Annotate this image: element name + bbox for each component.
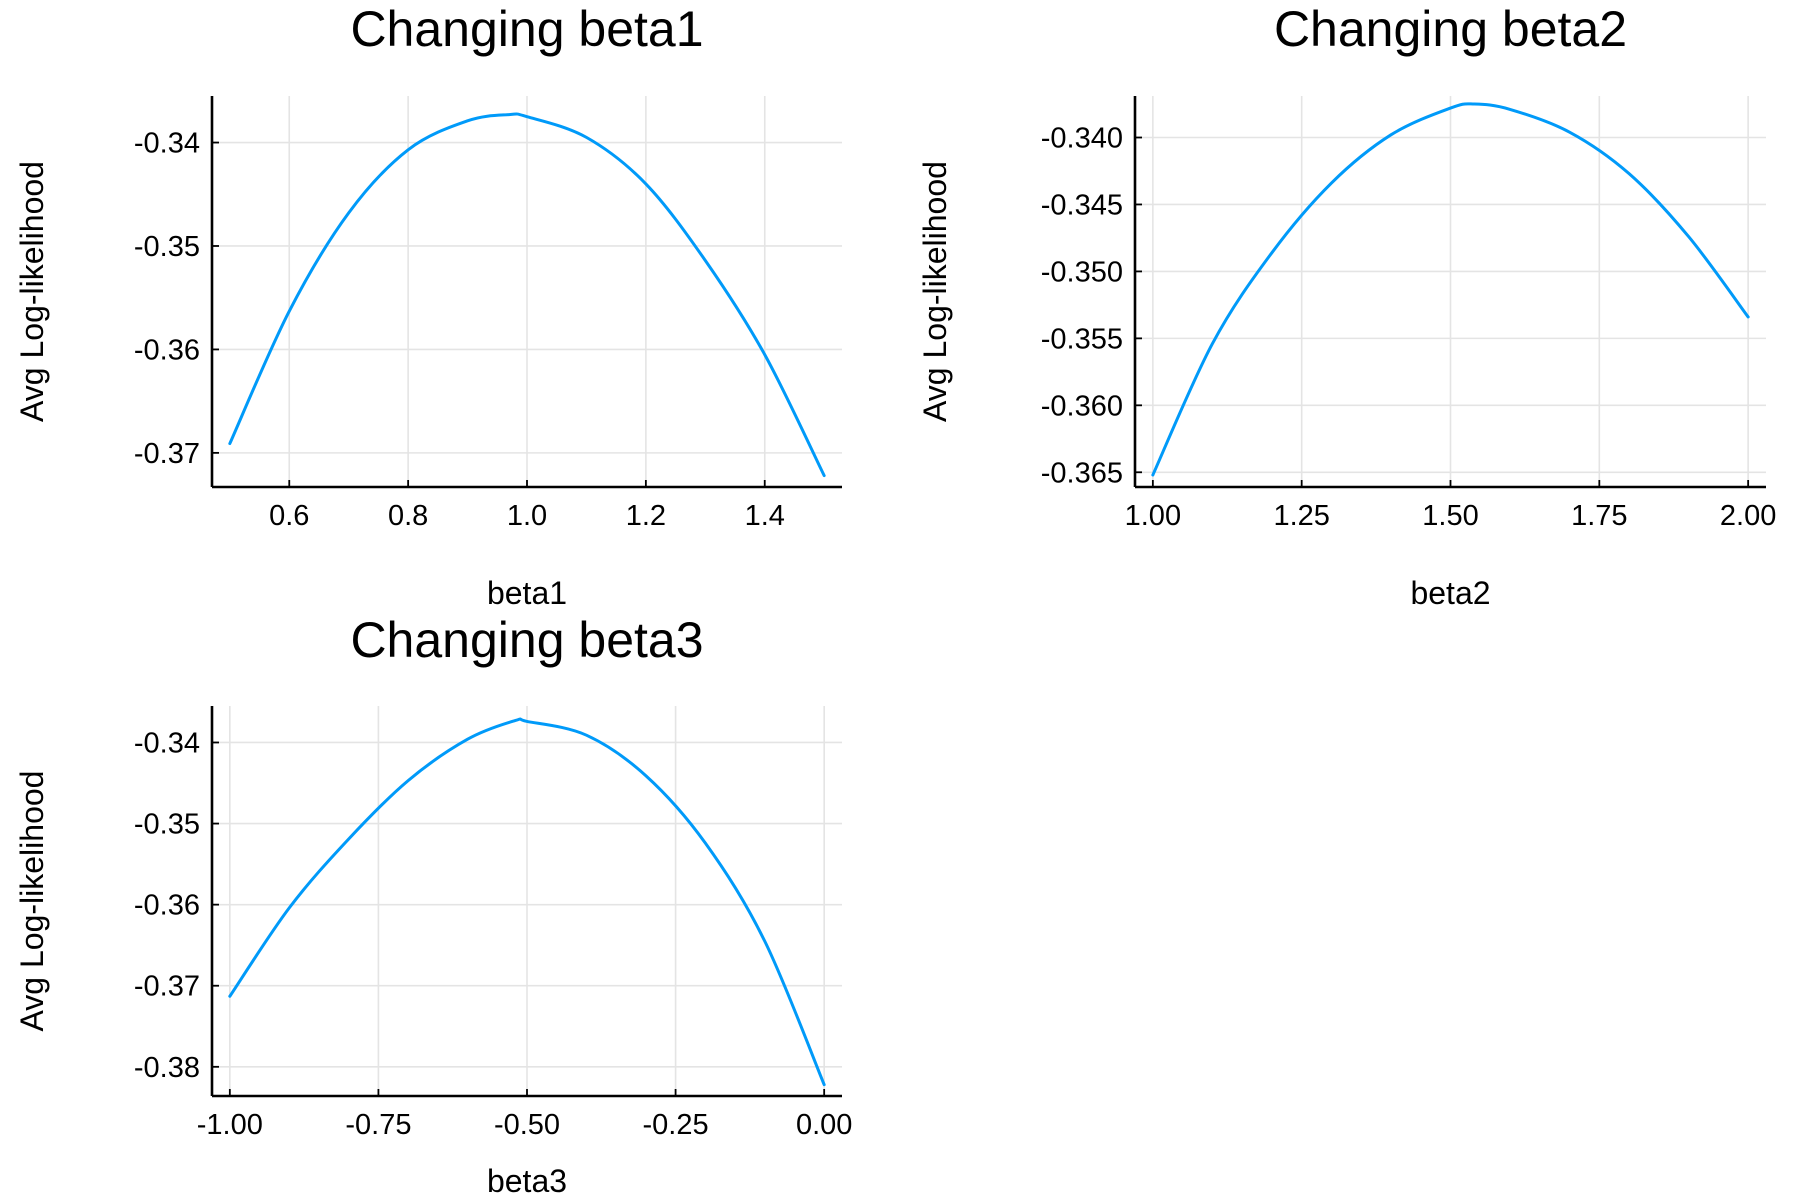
series-line: [228, 717, 826, 1087]
chart-panel-1: 0.6 0.8 1.0 1.2 1.4 -0.37 -0.36 -0.35 -0.34 Chang…: [14, 1, 842, 611]
x-tick-label: 0.8: [388, 500, 428, 532]
y-tick-label: -0.355: [1041, 323, 1123, 355]
x-tick-label: 1.4: [745, 500, 785, 532]
y-tick-label: -0.350: [1041, 256, 1123, 288]
y-tick-label: -0.36: [134, 890, 200, 922]
x-tick-label: 1.25: [1273, 500, 1329, 532]
y-axis-label: Avg Log-likelihood: [14, 771, 50, 1032]
y-tick-label: -0.34: [134, 727, 200, 759]
y-tick-label: -0.34: [134, 128, 200, 160]
chart-title: Changing beta3: [350, 612, 703, 668]
series-line: [228, 112, 826, 478]
x-tick-label: 1.0: [507, 500, 547, 532]
y-tick-label: -0.340: [1041, 123, 1123, 155]
y-tick-label: -0.38: [134, 1052, 200, 1084]
x-tick-label: -0.50: [494, 1109, 560, 1141]
y-axis-label: Avg Log-likelihood: [917, 161, 953, 422]
y-tick-label: -0.360: [1041, 390, 1123, 422]
x-tick-label: 1.2: [626, 500, 666, 532]
chart-panel-2: 1.00 1.25 1.50 1.75 2.00 -0.365 -0.360 -0.355 -0…: [917, 1, 1776, 611]
x-tick-label: 0.6: [269, 500, 309, 532]
x-tick-label: -1.00: [197, 1109, 263, 1141]
x-tick-label: -0.25: [643, 1109, 709, 1141]
y-tick-label: -0.365: [1041, 457, 1123, 489]
y-tick-label: -0.37: [134, 971, 200, 1003]
x-axis-label: beta1: [487, 575, 567, 611]
y-tick-label: -0.35: [134, 809, 200, 841]
x-tick-label: -0.75: [345, 1109, 411, 1141]
y-tick-label: -0.35: [134, 231, 200, 263]
x-tick-label: 1.50: [1422, 500, 1478, 532]
y-tick-label: -0.345: [1041, 189, 1123, 221]
y-axis-label: Avg Log-likelihood: [14, 161, 50, 422]
chart-panel-3: -1.00 -0.75 -0.50 -0.25 0.00 -0.38 -0.37 -0.36 -…: [14, 612, 852, 1199]
y-tick-label: -0.37: [134, 438, 200, 470]
x-tick-label: 1.00: [1125, 500, 1181, 532]
x-tick-label: 1.75: [1571, 500, 1627, 532]
chart-title: Changing beta1: [350, 1, 703, 57]
x-axis-label: beta3: [487, 1163, 567, 1199]
chart-title: Changing beta2: [1274, 1, 1627, 57]
series-line: [1151, 102, 1750, 477]
x-axis-label: beta2: [1410, 575, 1490, 611]
y-tick-label: -0.36: [134, 334, 200, 366]
x-tick-label: 0.00: [796, 1109, 852, 1141]
x-tick-label: 2.00: [1720, 500, 1776, 532]
